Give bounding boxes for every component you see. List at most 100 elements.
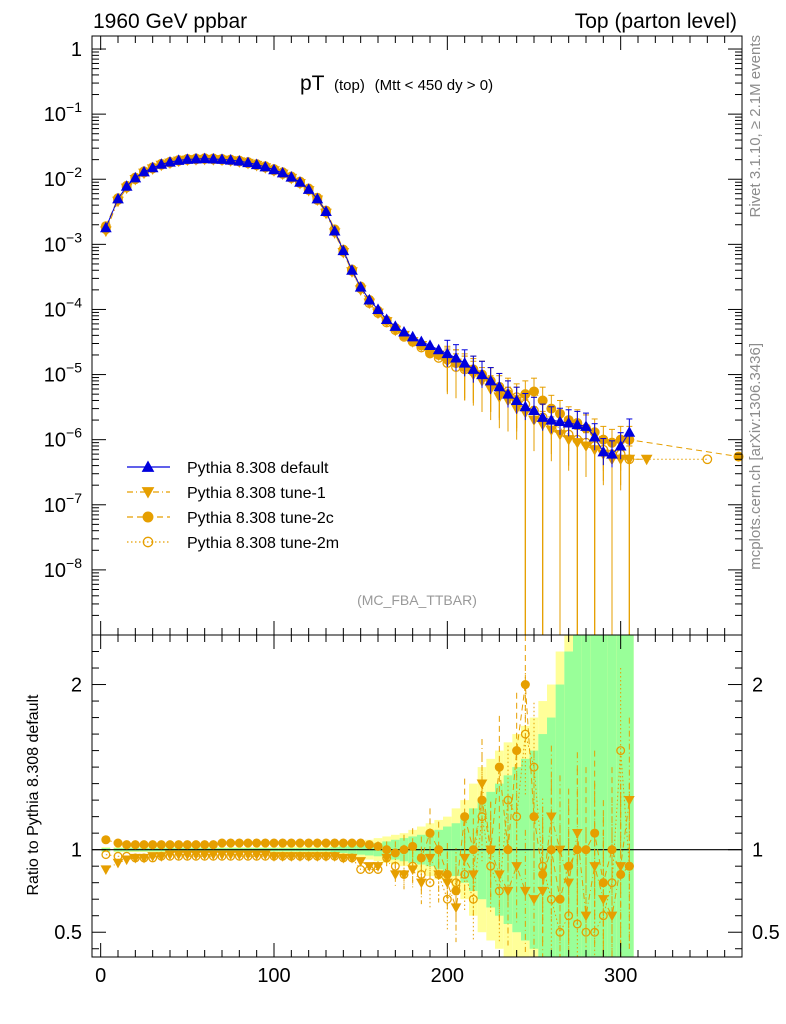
ratio-point-tune2c [434,845,444,855]
ratio-point-tune2m [226,851,236,861]
data-point-default [112,192,124,204]
ratio-point-tune2c [101,835,111,845]
ratio-point-tune2m [399,869,409,879]
ratio-point-tune2m [364,865,374,874]
ratio-plot-panel: 0.5 0.5 1 1 2 2 Ratio to Pythia 8.308 default [25,634,780,958]
data-point-default [623,426,636,437]
data-point-default [337,244,350,256]
x-tick-label: 300 [604,965,637,987]
data-point-default [571,418,584,430]
ratio-band-inner [607,635,617,957]
ratio-point-tune2m [269,851,279,861]
data-point-default [328,225,341,236]
ratio-point-tune2m [598,911,608,921]
ratio-point-tune2m [130,853,140,863]
data-point-default [614,439,627,451]
ratio-point-tune2c [226,838,236,848]
ratio-point-tune1 [493,870,505,880]
x-tick-label: 200 [431,965,464,987]
ratio-point-tune2m [286,851,296,861]
data-point-default [458,357,471,368]
legend-label-tune1: Pythia 8.308 tune-1 [187,485,326,502]
data-point-default [406,330,419,342]
plot-title-main: pT [300,72,325,95]
ratio-point-tune2c [347,838,357,848]
ratio-y-tick-label-right: 2 [752,675,763,697]
data-point-default [528,404,540,416]
ratio-point-tune2m [590,927,600,937]
ratio-y-tick-label-left: 1 [71,840,82,862]
data-point-default [285,171,298,182]
data-point-default [268,163,280,175]
ratio-point-tune2m [174,851,184,861]
header-right: Top (parton level) [575,10,737,33]
ratio-point-tune2m [529,762,539,772]
ratio-point-tune2c [408,841,418,851]
ratio-point-tune2c [442,869,452,879]
ratio-point-tune2c [113,838,123,848]
ratio-y-axis: 0.5 0.5 1 1 2 2 [54,651,780,950]
legend-marker-tune1 [141,487,155,499]
legend-marker-tune2m [142,536,154,548]
data-point-default [138,165,150,177]
ratio-point-tune2m [416,869,426,879]
data-point-default [250,158,263,170]
ratio-point-tune2m [390,861,400,871]
data-point-tune1 [623,454,636,466]
ratio-point-tune2m [338,853,348,863]
data-point-default [198,152,211,164]
data-point-default [545,414,558,425]
main-plot-panel: 1 10−1 10−2 10−3 10−4 10−5 10−6 10−7 10−8 pT (to… [44,35,744,636]
ratio-band-inner [581,635,591,957]
ratio-point-tune2c [156,840,166,850]
data-point-default [502,388,514,399]
ratio-plot-frame [91,634,743,958]
data-point-default [233,155,246,166]
ratio-point-tune2m [555,927,565,937]
ratio-point-tune2c [200,840,210,850]
ratio-point-tune2m [468,894,478,904]
ratio-point-tune2c [399,845,409,855]
ratio-point-tune2m [113,851,123,861]
ratio-point-tune2m [624,861,634,871]
ratio-point-tune2c [130,840,140,850]
ratio-point-tune2c [356,838,366,848]
data-point-default [415,335,428,347]
ratio-point-tune2c [590,828,600,838]
data-point-default [363,293,376,305]
ratio-point-tune2c [278,838,288,848]
ratio-point-tune2c [616,869,626,879]
data-point-default [294,176,306,187]
data-point-tune1 [580,441,592,453]
ratio-point-tune2m [321,851,331,861]
data-point-default [354,281,367,292]
ratio-point-tune2m [304,851,314,861]
data-point-default [519,400,532,412]
ratio-point-tune2m [260,851,270,861]
ratio-point-tune2m [520,729,530,739]
analysis-label: (MC_FBA_TTBAR) [357,592,477,608]
main-y-tick-label: 10−1 [44,99,82,126]
ratio-point-tune1 [519,886,531,897]
data-point-default [510,394,523,405]
legend-label-tune2c: Pythia 8.308 tune-2c [187,510,334,527]
ratio-point-tune2m [234,851,244,861]
main-y-tick-label: 10−5 [44,360,82,387]
ratio-point-tune1 [511,862,523,872]
ratio-point-tune1 [355,857,367,867]
series-line-tune2c [105,157,739,458]
data-point-default [155,158,168,169]
ratio-point-tune2c [390,848,400,858]
main-y-tick-label: 10−8 [44,555,82,582]
ratio-y-tick-label-left: 0.5 [54,922,82,944]
data-point-default [216,153,228,164]
ratio-point-tune2m [217,851,227,861]
ratio-point-tune2m [347,853,357,863]
ratio-point-tune2c [338,838,348,848]
ratio-point-tune2m [122,851,132,861]
rivet-version-label: Rivet 3.1.10, ≥ 2.1M events [747,35,764,218]
ratio-point-tune2m [425,878,435,888]
ratio-point-tune2m [208,851,218,861]
ratio-point-tune2m [278,851,288,861]
